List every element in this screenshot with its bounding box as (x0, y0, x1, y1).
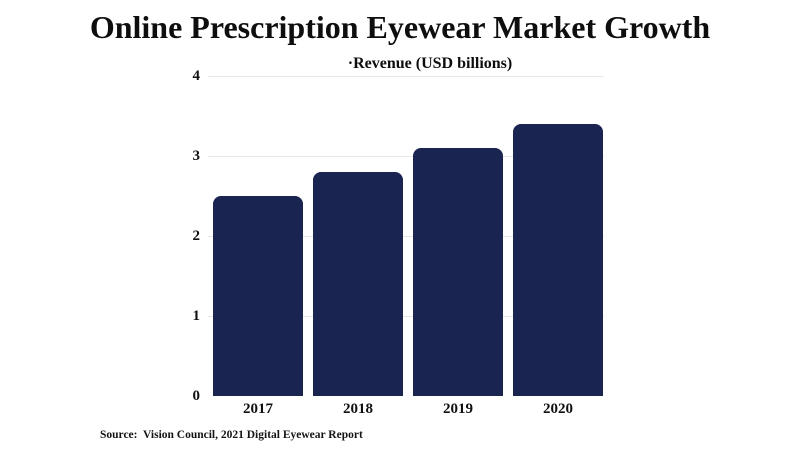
chart-title: Online Prescription Eyewear Market Growt… (89, 9, 711, 45)
source-note: Source: Vision Council, 2021 Digital Eye… (100, 429, 363, 441)
y-tick-label: 2 (192, 228, 201, 244)
bar-2018 (313, 172, 403, 396)
y-tick-label: 1 (192, 308, 201, 324)
plot-area: 0 1 2 3 4 2017 2018 2019 2020 (193, 68, 604, 417)
gridline (208, 156, 604, 157)
gridline (208, 316, 604, 317)
legend-label: ·Revenue (USD billions) (347, 55, 513, 72)
x-tick-label: 2018 (343, 401, 373, 417)
x-tick-label: 2019 (443, 401, 473, 417)
y-tick-label: 4 (192, 68, 201, 84)
gridline (208, 76, 604, 77)
x-tick-label: 2017 (243, 401, 273, 417)
x-tick-label: 2020 (543, 401, 573, 417)
bar-2020 (513, 124, 603, 396)
bar-2017 (213, 196, 303, 396)
gridline (208, 236, 604, 237)
y-tick-label: 3 (192, 148, 201, 164)
bar-2019 (413, 148, 503, 396)
y-tick-label: 0 (192, 388, 201, 404)
